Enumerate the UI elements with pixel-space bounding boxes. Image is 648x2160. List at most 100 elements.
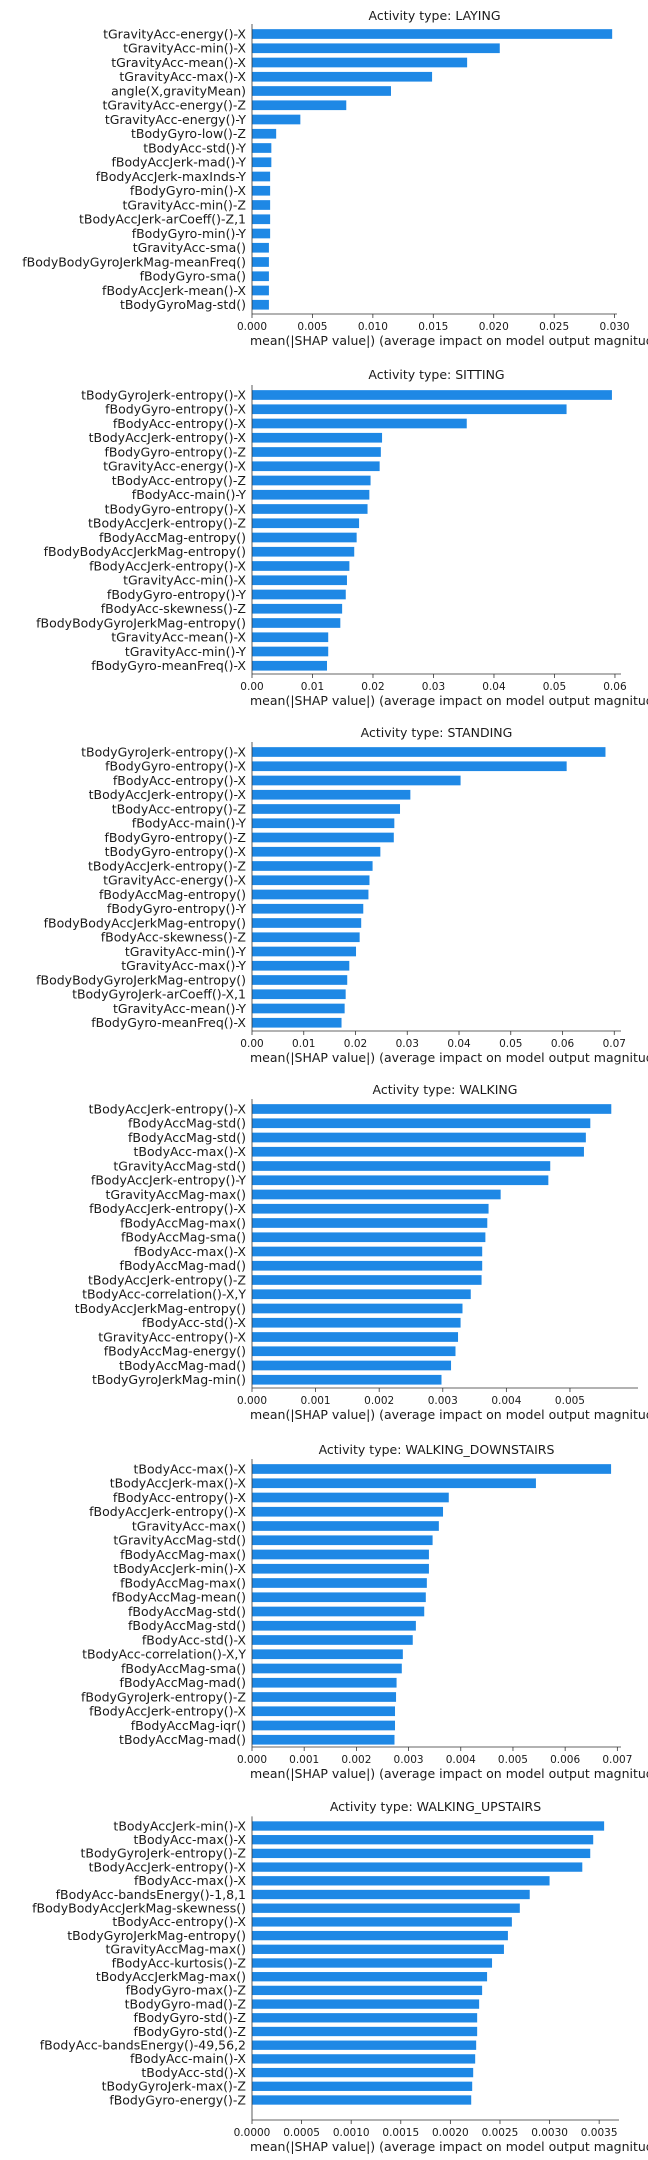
bar xyxy=(252,618,341,628)
category-label: fBodyBodyGyroJerkMag-meanFreq() xyxy=(22,254,246,269)
category-label: tBodyAccJerk-entropy()-X xyxy=(89,787,247,802)
bar xyxy=(252,390,612,400)
category-label: tBodyGyroMag-std() xyxy=(120,297,246,312)
category-label: fBodyAccMag-entropy() xyxy=(99,530,246,545)
x-tick-label: 0.01 xyxy=(292,1038,315,1050)
bar xyxy=(252,114,301,125)
x-tick-label: 0.03 xyxy=(396,1038,419,1050)
bar xyxy=(252,1346,456,1357)
category-label: tBodyGyroJerkMag-min() xyxy=(92,1372,246,1387)
category-label: fBodyAccJerk-entropy()-X xyxy=(89,558,246,573)
category-label: fBodyAcc-max()-X xyxy=(134,1873,246,1888)
bar xyxy=(252,1862,583,1872)
chart-title: Activity type: STANDING xyxy=(361,725,513,740)
bar xyxy=(252,504,368,514)
category-label: tGravityAccMag-std() xyxy=(113,1533,246,1548)
category-label: fBodyGyro-meanFreq()-X xyxy=(91,1015,246,1030)
category-label: tBodyAcc-max()-X xyxy=(134,1832,247,1847)
category-label: tBodyGyro-mad()-Z xyxy=(125,1996,246,2011)
bar xyxy=(252,1563,429,1574)
category-label: tGravityAcc-min()-Y xyxy=(125,944,246,959)
bar xyxy=(252,2040,477,2050)
x-tick-label: 0.002 xyxy=(364,1395,394,1407)
bar xyxy=(252,1275,482,1285)
category-label: fBodyAccMag-std() xyxy=(128,1604,246,1619)
x-tick-label: 0.00 xyxy=(240,681,263,693)
bar xyxy=(252,1706,396,1717)
category-label: tBodyAcc-correlation()-X,Y xyxy=(82,1647,246,1662)
x-tick-label: 0.0030 xyxy=(531,2127,568,2139)
x-tick-label: 0.06 xyxy=(603,681,627,693)
x-tick-label: 0.020 xyxy=(479,321,509,333)
category-label: tBodyGyro-low()-Z xyxy=(131,126,246,141)
bar xyxy=(252,903,364,914)
category-label: tBodyAccMag-mad() xyxy=(119,1358,246,1373)
bar xyxy=(252,57,468,68)
x-tick-label: 0.0010 xyxy=(333,2127,370,2139)
x-tick-label: 0.007 xyxy=(602,1754,632,1766)
bar xyxy=(252,1146,584,1157)
category-label: tBodyAccJerk-entropy()-Z xyxy=(88,858,246,873)
bar xyxy=(252,100,347,111)
bar xyxy=(252,1317,461,1328)
bar xyxy=(252,804,401,814)
bar xyxy=(252,1506,444,1517)
bar xyxy=(252,1876,550,1886)
bar xyxy=(252,1189,501,1200)
bar xyxy=(252,575,347,586)
x-axis-label: mean(|SHAP value|) (average impact on mo… xyxy=(250,333,648,348)
category-label: fBodyAcc-main()-Y xyxy=(132,487,247,502)
category-label: fBodyGyro-entropy()-Z xyxy=(105,830,246,845)
chart-panel: Activity type: STANDING tBodyGyroJerk-ent… xyxy=(36,725,648,1065)
bar xyxy=(252,1017,342,1028)
category-label: fBodyAccMag-entropy() xyxy=(99,887,246,902)
category-label: fBodyGyroJerk-entropy()-Z xyxy=(81,1689,246,1704)
bar xyxy=(252,775,461,786)
category-label: tBodyAccJerk-entropy()-X xyxy=(89,1101,247,1116)
bar xyxy=(252,2081,473,2091)
bar xyxy=(252,1218,488,1228)
x-tick-label: 0.010 xyxy=(358,321,388,333)
bar xyxy=(252,660,328,671)
category-label: fBodyAcc-std()-X xyxy=(142,1632,247,1647)
bar xyxy=(252,989,346,1000)
bar xyxy=(252,1104,612,1114)
x-tick-label: 0.04 xyxy=(447,1038,471,1050)
bar xyxy=(252,71,433,82)
bar xyxy=(252,960,350,971)
category-label: fBodyAcc-entropy()-X xyxy=(113,1490,247,1505)
bar xyxy=(252,1635,413,1645)
category-label: fBodyGyro-min()-Y xyxy=(132,226,247,241)
chart-title: Activity type: WALKING xyxy=(373,1082,518,1097)
category-label: tGravityAcc-max() xyxy=(132,1518,246,1533)
bar xyxy=(252,157,272,168)
bar xyxy=(252,532,357,543)
category-label: tBodyGyroJerk-entropy()-Z xyxy=(80,1846,246,1861)
category-label: tBodyAccJerk-entropy()-Z xyxy=(88,516,246,531)
category-label: fBodyGyro-entropy()-Y xyxy=(107,587,246,602)
bar xyxy=(252,1521,439,1531)
category-label: tGravityAcc-energy()-X xyxy=(103,26,246,41)
bar xyxy=(252,1649,403,1660)
bar xyxy=(252,889,369,900)
bar xyxy=(252,1464,612,1474)
chart-panel: Activity type: SITTING tBodyGyroJerk-entr… xyxy=(36,367,648,708)
bar xyxy=(252,1903,520,1913)
category-label: tBodyAcc-entropy()-Z xyxy=(112,473,246,488)
category-label: fBodyAcc-skewness()-Z xyxy=(101,930,246,945)
bar xyxy=(252,2095,472,2105)
bar xyxy=(252,185,271,196)
category-label: fBodyAccMag-mad() xyxy=(120,1258,246,1273)
x-tick-label: 0.02 xyxy=(361,681,384,693)
bar xyxy=(252,589,346,600)
category-label: tBodyGyroJerkMag-entropy() xyxy=(67,1928,246,1943)
bar xyxy=(252,1692,397,1702)
bar xyxy=(252,875,370,886)
x-tick-label: 0.05 xyxy=(499,1038,522,1050)
bar xyxy=(252,242,269,253)
bar xyxy=(252,846,381,857)
category-label: fBodyAccJerk-mad()-Y xyxy=(112,155,247,170)
category-label: tBodyAccJerk-arCoeff()-Z,1 xyxy=(79,212,246,227)
bar xyxy=(252,1132,586,1143)
bar xyxy=(252,1289,471,1300)
